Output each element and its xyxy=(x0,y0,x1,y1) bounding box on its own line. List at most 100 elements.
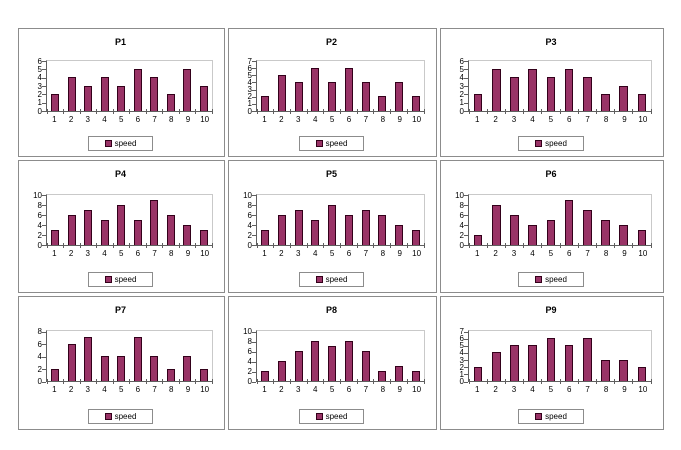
y-axis-label: 8 xyxy=(459,200,464,210)
y-tick-mark xyxy=(42,69,46,71)
x-axis-label: 2 xyxy=(493,385,498,394)
x-axis-label: 1 xyxy=(474,385,480,394)
legend-series-marker-icon xyxy=(535,140,543,147)
chart-title: P6 xyxy=(545,169,557,179)
x-tick-mark xyxy=(46,379,48,384)
legend-label: speed xyxy=(114,412,137,421)
x-tick-mark xyxy=(541,108,543,114)
bar xyxy=(361,209,370,245)
bar xyxy=(491,68,501,111)
x-axis-label: 4 xyxy=(102,248,107,258)
x-axis-label: 10 xyxy=(200,385,210,394)
bar xyxy=(473,366,483,381)
legend-box: speed xyxy=(87,272,154,287)
y-tick-mark xyxy=(464,77,468,79)
bar xyxy=(133,68,142,111)
bar xyxy=(510,214,519,245)
x-tick-mark xyxy=(162,379,163,384)
x-axis-label: 6 xyxy=(135,248,141,258)
y-axis-label: 3 xyxy=(37,81,42,91)
y-axis-label: 0 xyxy=(459,240,464,250)
x-axis-label: 8 xyxy=(169,248,174,258)
y-axis-label: 2 xyxy=(459,230,464,240)
y-tick-mark xyxy=(252,225,256,226)
y-axis-label: 6 xyxy=(37,56,42,66)
x-tick-mark xyxy=(112,108,114,114)
y-tick-mark xyxy=(252,103,256,105)
bar xyxy=(344,214,353,245)
chart-title: P5 xyxy=(325,169,337,179)
x-tick-mark xyxy=(523,379,525,384)
bar xyxy=(361,81,370,111)
x-tick-mark xyxy=(195,242,196,248)
bar xyxy=(67,343,76,381)
bar xyxy=(261,96,270,111)
y-tick-mark xyxy=(464,367,468,369)
x-axis-label: 2 xyxy=(279,248,284,258)
bar xyxy=(378,96,387,111)
bar xyxy=(67,214,76,245)
x-tick-mark xyxy=(195,108,196,114)
x-axis-label: 2 xyxy=(493,114,498,124)
x-tick-mark xyxy=(468,242,470,248)
x-axis-label: 7 xyxy=(363,114,369,124)
bar xyxy=(510,77,519,111)
x-tick-mark xyxy=(541,242,543,248)
bar xyxy=(199,85,208,111)
y-axis-label: 2 xyxy=(459,89,464,99)
plot-area xyxy=(46,59,213,114)
legend-label: speed xyxy=(114,139,137,148)
legend-box: speed xyxy=(298,409,365,424)
chart-title: P3 xyxy=(545,37,557,47)
x-tick-mark xyxy=(112,242,114,248)
x-axis-label: 10 xyxy=(200,248,210,258)
x-tick-mark xyxy=(306,108,308,114)
y-tick-mark xyxy=(464,352,468,354)
legend-label: speed xyxy=(325,275,348,284)
x-axis-label: 3 xyxy=(511,114,517,124)
plot-row: 0 2 4 6 8 10 xyxy=(446,191,656,249)
legend-row: speed xyxy=(24,134,217,152)
x-tick-mark xyxy=(373,108,375,114)
chart-title: P4 xyxy=(114,169,126,179)
bar xyxy=(117,204,126,245)
y-tick-mark xyxy=(42,215,46,216)
x-axis-label: 10 xyxy=(638,114,648,124)
y-tick-mark xyxy=(252,111,256,112)
legend-label: speed xyxy=(545,412,567,421)
x-tick-mark xyxy=(373,379,375,384)
x-tick-mark xyxy=(323,108,325,114)
bar xyxy=(546,219,556,245)
x-tick-mark xyxy=(468,379,470,384)
x-tick-mark xyxy=(577,379,579,384)
legend-row: speed xyxy=(446,134,656,152)
x-axis-label: 1 xyxy=(262,385,267,394)
x-tick-mark xyxy=(306,379,308,384)
x-tick-mark xyxy=(632,242,634,248)
bar xyxy=(150,77,159,111)
chart-panel: P6 0 2 4 6 8 10 1 2 3 4 5 6 7 8 9 10 speed xyxy=(440,160,664,293)
legend-label: speed xyxy=(545,275,567,284)
y-tick-mark xyxy=(252,205,256,206)
legend-series-marker-icon xyxy=(104,413,112,420)
bar xyxy=(183,224,192,245)
x-axis-label: 8 xyxy=(603,248,609,258)
legend-box: speed xyxy=(518,272,584,287)
plot-row: 0 2 4 6 8 10 xyxy=(24,191,217,249)
bar xyxy=(582,338,592,381)
x-tick-mark xyxy=(306,242,308,248)
bar xyxy=(637,93,647,111)
x-tick-mark xyxy=(96,379,97,384)
bar xyxy=(564,345,574,381)
bar xyxy=(84,85,93,111)
x-axis-label: 8 xyxy=(603,385,609,394)
y-axis-label: 8 xyxy=(37,200,42,210)
x-tick-mark xyxy=(178,379,180,384)
plot-area xyxy=(46,330,213,384)
chart-body: 0 2 4 6 8 10 1 2 3 4 5 6 7 8 9 10 xyxy=(234,181,429,270)
legend-box: speed xyxy=(87,409,154,424)
bar xyxy=(100,356,109,381)
x-tick-mark xyxy=(373,242,375,248)
